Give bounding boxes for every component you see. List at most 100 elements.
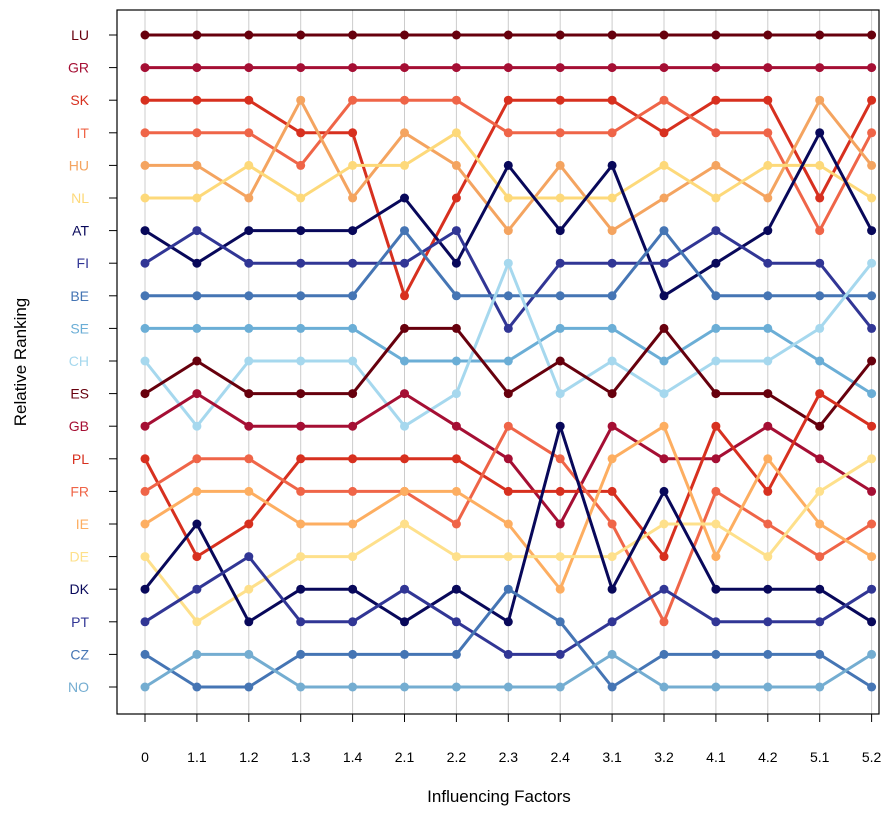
point-pt-2.2	[451, 617, 461, 627]
point-no-1.3	[296, 682, 306, 692]
axis-layer: 0 1.1 1.2 1.3 1.4 2.1 2.2 2.3 2.4 3.1 3.2 4.1 4.2 5.1…	[68, 27, 882, 765]
point-dk-3.1	[607, 584, 617, 594]
point-lu-2.3	[503, 30, 513, 40]
y-tick-label: BE	[70, 288, 89, 304]
point-gr-1.3	[296, 63, 306, 73]
point-be-2.1	[400, 226, 409, 236]
point-se-2.1	[400, 356, 409, 366]
point-se-3.2	[659, 356, 669, 366]
point-gr-5.2	[867, 63, 877, 73]
point-sk-1.2	[244, 95, 254, 105]
point-fi-2.4	[555, 258, 565, 268]
x-tick-label: 4.1	[706, 749, 726, 765]
point-de-2.2	[451, 552, 461, 562]
point-ch-3.2	[659, 389, 669, 399]
point-sk-5.1	[815, 193, 825, 203]
x-tick-label: 4.2	[758, 749, 778, 765]
point-pt-4.1	[711, 617, 721, 627]
point-ie-4.2	[763, 454, 773, 464]
point-dk-1.3	[296, 584, 306, 594]
y-tick-label: PL	[72, 451, 89, 467]
point-pl-1.3	[296, 454, 306, 464]
y-tick-label: NL	[71, 190, 89, 206]
point-ie-2.4	[555, 584, 565, 594]
point-gr-4.1	[711, 63, 721, 73]
x-tick-label: 3.2	[654, 749, 674, 765]
point-fr-5.2	[867, 519, 877, 529]
point-gr-2.3	[503, 63, 513, 73]
y-tick-label: IE	[76, 516, 89, 532]
point-fr-3.1	[607, 519, 617, 529]
point-nl-1.3	[296, 193, 306, 203]
point-be-2.3	[503, 291, 513, 301]
point-fi-1.1	[192, 226, 202, 236]
point-dk-2.2	[451, 584, 461, 594]
point-sk-2.2	[451, 193, 461, 203]
y-tick-label: ES	[70, 386, 89, 402]
point-ch-2.4	[555, 389, 565, 399]
point-at-2.1	[400, 193, 409, 203]
point-no-3.1	[607, 649, 617, 659]
point-gb-4.1	[711, 454, 721, 464]
point-ch-2.1	[400, 421, 409, 431]
point-gb-1.2	[244, 421, 254, 431]
point-gb-1.3	[296, 421, 306, 431]
point-ch-1.3	[296, 356, 306, 366]
point-pt-3.1	[607, 617, 617, 627]
point-pt-2.3	[503, 649, 513, 659]
point-cz-4.2	[763, 649, 773, 659]
point-nl-1.2	[244, 160, 254, 170]
point-de-1.3	[296, 552, 306, 562]
point-lu-0	[140, 30, 150, 40]
point-pl-1.2	[244, 519, 254, 529]
point-se-1.2	[244, 323, 254, 333]
point-ie-0	[140, 519, 150, 529]
y-tick-label: CZ	[70, 646, 89, 662]
point-pt-5.1	[815, 617, 825, 627]
point-be-5.2	[867, 291, 877, 301]
point-it-2.4	[555, 128, 565, 138]
y-tick-label: LU	[71, 27, 89, 43]
point-ie-2.2	[451, 486, 461, 496]
point-at-1.2	[244, 226, 254, 236]
point-fi-0	[140, 258, 150, 268]
point-ie-1.4	[348, 519, 358, 529]
point-ie-1.3	[296, 519, 306, 529]
point-dk-5.1	[815, 584, 825, 594]
point-hu-5.2	[867, 160, 877, 170]
point-de-2.4	[555, 552, 565, 562]
point-es-4.2	[763, 389, 773, 399]
point-cz-1.4	[348, 649, 358, 659]
point-pt-1.4	[348, 617, 358, 627]
point-nl-2.3	[503, 193, 513, 203]
point-lu-5.2	[867, 30, 877, 40]
point-sk-5.2	[867, 95, 877, 105]
point-no-4.1	[711, 682, 721, 692]
point-es-1.4	[348, 389, 358, 399]
y-tick-label: DE	[70, 549, 89, 565]
point-fi-3.1	[607, 258, 617, 268]
point-dk-4.1	[711, 584, 721, 594]
point-hu-1.2	[244, 193, 254, 203]
point-lu-1.4	[348, 30, 358, 40]
point-sk-1.1	[192, 95, 202, 105]
point-lu-2.1	[400, 30, 409, 40]
point-fr-2.4	[555, 454, 565, 464]
point-it-1.4	[348, 95, 358, 105]
point-hu-5.1	[815, 95, 825, 105]
point-hu-1.4	[348, 193, 358, 203]
point-se-1.4	[348, 323, 358, 333]
point-pl-3.2	[659, 552, 669, 562]
x-tick-label: 1.2	[239, 749, 259, 765]
y-tick-label: PT	[71, 614, 89, 630]
point-pt-0	[140, 617, 150, 627]
point-de-1.4	[348, 552, 358, 562]
point-se-2.2	[451, 356, 461, 366]
point-cz-5.2	[867, 682, 877, 692]
point-gr-2.4	[555, 63, 565, 73]
point-fi-1.4	[348, 258, 358, 268]
point-nl-0	[140, 193, 150, 203]
point-se-1.1	[192, 323, 202, 333]
point-ie-1.1	[192, 486, 202, 496]
